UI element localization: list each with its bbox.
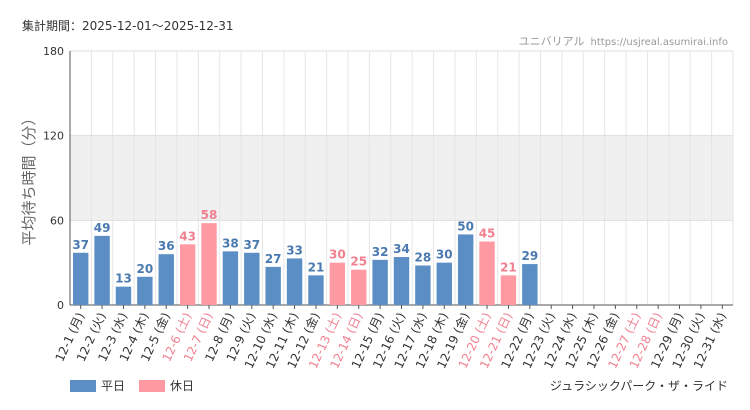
data-label: 29 [521,249,538,263]
data-label: 32 [372,245,389,259]
data-label: 27 [265,252,282,266]
data-label: 30 [436,248,453,262]
bar [479,241,495,305]
bar [94,235,110,305]
bar [137,276,153,305]
data-label: 21 [500,260,517,274]
bar [201,223,217,305]
bar [158,254,174,305]
data-label: 37 [243,238,260,252]
bar [72,252,89,305]
y-tick-label: 0 [57,299,64,312]
y-axis-title: 平均待ち時間（分） [20,110,38,245]
bar [329,262,346,305]
y-tick-label: 120 [43,130,64,143]
legend: 平日 休日 [70,377,194,394]
data-label: 36 [158,239,175,253]
data-label: 13 [115,272,132,286]
bar [115,286,132,305]
bar [522,264,538,305]
bar [179,244,196,305]
bar [415,265,431,305]
y-tick-label: 180 [43,45,64,58]
bar [393,257,410,305]
legend-swatch-weekday [70,379,96,392]
legend-item-holiday: 休日 [139,377,194,394]
y-tick-label: 60 [50,214,64,227]
bar [265,266,281,305]
data-label: 38 [222,236,239,250]
data-label: 21 [308,260,325,274]
attraction-name: ジュラシックパーク・ザ・ライド [549,379,728,393]
data-label: 49 [94,221,111,235]
legend-label-weekday: 平日 [101,379,126,393]
brand-url[interactable]: https://usjreal.asumirai.info [590,37,728,48]
data-label: 50 [457,219,474,233]
bar [500,275,517,305]
brand: ユニバリアル https://usjreal.asumirai.info [519,33,728,49]
bar [457,234,474,305]
data-label: 28 [415,250,432,264]
data-label: 20 [137,262,154,276]
legend-item-weekday: 平日 [70,377,125,394]
bar [244,252,260,305]
shaded-band [70,135,733,221]
legend-swatch-holiday [139,379,166,392]
data-label: 45 [479,227,496,241]
bar [372,259,388,305]
legend-label-holiday: 休日 [170,379,195,393]
bar [308,275,324,305]
data-label: 30 [329,248,346,262]
period-label: 集計期間：2025-12-01～2025-12-31 [22,19,234,33]
bar [351,269,367,305]
data-label: 25 [350,255,367,269]
bar [436,262,452,305]
data-label: 34 [393,242,410,256]
data-label: 43 [179,229,196,243]
bar [286,258,303,305]
data-label: 33 [286,243,303,257]
bar [222,251,239,305]
data-label: 58 [201,208,218,222]
brand-name: ユニバリアル [518,35,585,48]
data-label: 37 [72,238,89,252]
